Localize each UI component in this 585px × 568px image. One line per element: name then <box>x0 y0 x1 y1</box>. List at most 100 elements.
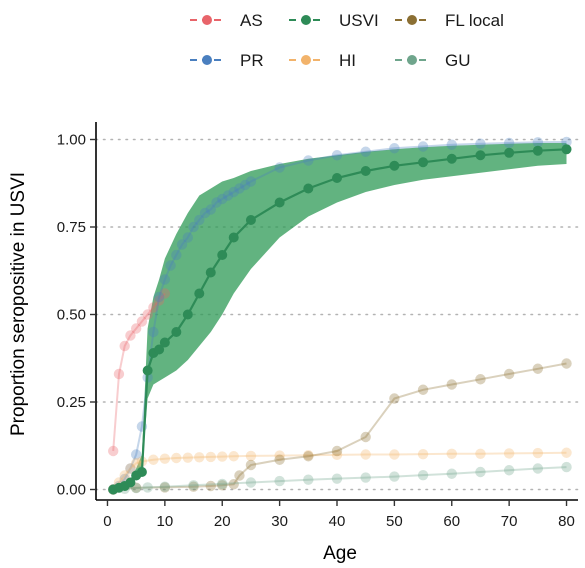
gu-point <box>503 465 515 476</box>
hi-point <box>217 451 228 462</box>
pr-point <box>239 179 251 191</box>
usvi-confidence-band <box>113 143 567 490</box>
gu-point <box>417 469 429 481</box>
y-tick-label-0: 0.00 <box>57 482 86 499</box>
fl-local-point <box>234 470 245 481</box>
legend-item-gu: GU <box>395 51 471 70</box>
pr-point <box>182 232 194 243</box>
hi-point <box>274 450 285 461</box>
legend-item-hi: HI <box>289 51 356 70</box>
x-tick-label-10: 10 <box>157 513 174 530</box>
usvi-point <box>154 344 165 355</box>
usvi-point <box>446 153 457 164</box>
usvi-point <box>245 215 256 225</box>
series-usvi <box>108 144 572 495</box>
hi-point <box>182 452 194 463</box>
hi-point <box>360 449 371 460</box>
hi-line <box>112 451 567 491</box>
hi-point <box>561 447 572 458</box>
hi-point <box>194 452 205 463</box>
usvi-point <box>389 160 400 171</box>
fl-local-point <box>417 384 429 395</box>
usvi-point <box>194 288 205 299</box>
hi-point <box>331 449 343 461</box>
series-layer <box>108 136 572 495</box>
usvi-point <box>504 147 515 158</box>
x-axis-label: Age <box>323 543 357 564</box>
y-tick-label-3: 0.75 <box>57 219 86 236</box>
fl-local-point <box>228 479 239 490</box>
as-point <box>108 445 119 457</box>
gu-point <box>274 475 285 487</box>
hi-point <box>303 450 314 461</box>
as-point <box>113 368 125 380</box>
x-tick-label-0: 0 <box>103 513 111 530</box>
hi-point <box>389 449 400 460</box>
hi-point <box>503 448 515 459</box>
fl-local-point <box>217 480 228 491</box>
fl-local-point <box>188 481 199 492</box>
as-point <box>125 330 136 341</box>
fl-local-point <box>245 459 257 471</box>
legend-label-fl-local: FL local <box>445 11 504 30</box>
hi-point <box>148 454 159 465</box>
pr-point <box>228 186 239 198</box>
hi-point <box>159 453 171 464</box>
pr-point <box>205 204 216 215</box>
legend-item-usvi: USVI <box>289 11 379 30</box>
pr-point <box>417 141 429 152</box>
gu-point <box>475 466 486 478</box>
pr-point <box>222 190 234 201</box>
fl-local-point <box>205 480 216 492</box>
legend-key-point-hi <box>301 55 311 65</box>
legend-label-usvi: USVI <box>339 11 379 30</box>
hi-point <box>119 470 130 481</box>
usvi-point <box>532 145 543 156</box>
fl-local-point <box>360 431 371 443</box>
pr-point <box>194 214 205 226</box>
legend-label-hi: HI <box>339 51 356 70</box>
pr-point <box>446 139 457 150</box>
x-tick-label-50: 50 <box>386 513 403 530</box>
fl-local-point <box>475 374 486 385</box>
fl-local-point <box>561 358 572 369</box>
gu-point <box>159 481 171 492</box>
legend-item-as: AS <box>190 11 263 30</box>
pr-point <box>159 274 171 285</box>
hi-point <box>417 448 429 460</box>
as-point <box>153 295 165 306</box>
hi-point <box>205 451 216 463</box>
usvi-point <box>303 183 314 194</box>
usvi-point <box>125 477 136 488</box>
fl-local-point <box>446 379 457 390</box>
x-tick-label-70: 70 <box>501 513 518 530</box>
gu-point <box>245 477 257 488</box>
y-tick-label-1: 0.25 <box>57 394 86 411</box>
usvi-point <box>159 337 170 348</box>
pr-point <box>211 197 222 208</box>
legend-key-point-as <box>202 15 212 25</box>
pr-point <box>125 463 136 474</box>
hi-point <box>228 451 239 462</box>
pr-point <box>303 155 314 166</box>
fl-local-point <box>389 393 400 404</box>
pr-point <box>153 291 165 303</box>
usvi-point <box>475 150 486 161</box>
usvi-point <box>205 267 216 278</box>
x-tick-label-60: 60 <box>443 513 460 530</box>
pr-point <box>245 176 257 187</box>
as-line <box>112 292 166 452</box>
usvi-band <box>113 143 567 490</box>
pr-point <box>176 239 188 250</box>
gu-point <box>446 468 457 479</box>
fl-local-point <box>331 445 343 457</box>
pr-point <box>503 137 515 149</box>
usvi-point <box>332 173 342 183</box>
hi-point <box>125 463 136 474</box>
y-tick-label-4: 1.00 <box>57 132 86 149</box>
usvi-point <box>561 144 572 155</box>
gu-point <box>389 471 400 482</box>
pr-point <box>165 260 176 271</box>
gu-point <box>188 480 199 491</box>
hi-point <box>532 447 544 459</box>
